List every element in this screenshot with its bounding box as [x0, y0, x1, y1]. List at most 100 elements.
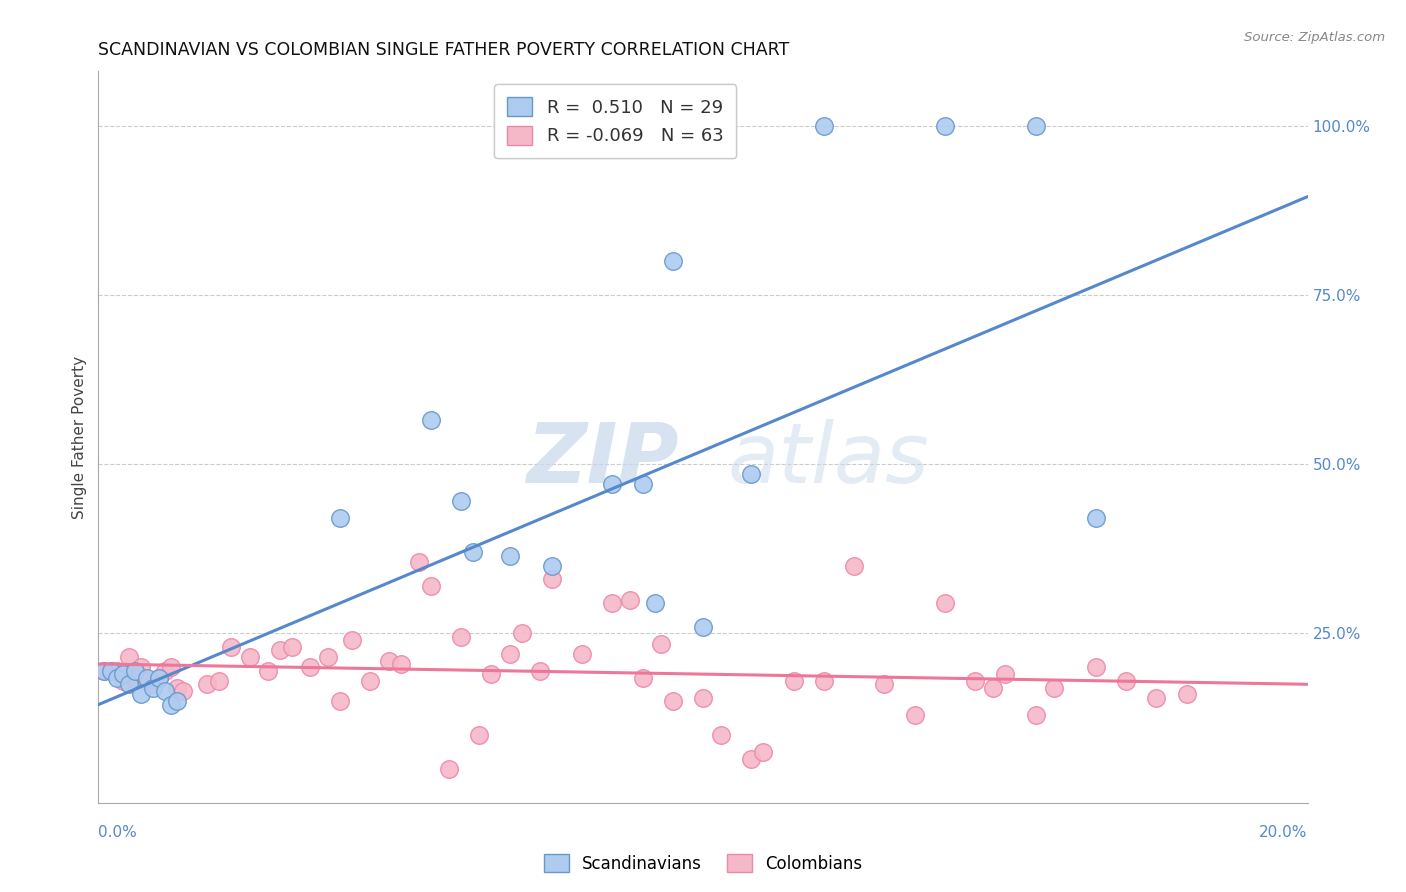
Point [299, 660, 322, 674]
Point [1024, 707, 1046, 722]
Point [994, 667, 1017, 681]
Legend: R =  0.510   N = 29, R = -0.069   N = 63: R = 0.510 N = 29, R = -0.069 N = 63 [495, 84, 737, 158]
Point [571, 647, 593, 661]
Text: atlas: atlas [727, 418, 929, 500]
Point [420, 413, 443, 427]
Point [142, 677, 165, 691]
Text: Source: ZipAtlas.com: Source: ZipAtlas.com [1244, 31, 1385, 45]
Point [450, 630, 472, 644]
Point [934, 596, 956, 610]
Point [124, 671, 146, 685]
Point [498, 549, 520, 563]
Point [1115, 673, 1137, 688]
Point [408, 555, 430, 569]
Point [221, 640, 243, 654]
Point [377, 654, 399, 668]
Point [540, 572, 562, 586]
Point [256, 664, 278, 678]
Point [111, 673, 134, 688]
Point [644, 596, 666, 610]
Point [93, 664, 115, 678]
Point [129, 688, 152, 702]
Point [239, 650, 262, 665]
Point [1042, 681, 1064, 695]
Point [529, 664, 551, 678]
Point [100, 664, 122, 678]
Point [602, 596, 624, 610]
Point [135, 673, 157, 688]
Text: 20.0%: 20.0% [1260, 825, 1308, 840]
Point [166, 694, 188, 708]
Point [752, 745, 775, 759]
Point [463, 545, 485, 559]
Point [118, 677, 141, 691]
Point [981, 681, 1004, 695]
Point [166, 681, 188, 695]
Point [510, 626, 533, 640]
Point [662, 254, 685, 268]
Point [813, 673, 835, 688]
Point [540, 558, 562, 573]
Point [813, 119, 835, 133]
Point [360, 673, 382, 688]
Point [153, 664, 176, 678]
Point [105, 664, 128, 678]
Point [1144, 690, 1167, 705]
Point [329, 511, 352, 525]
Point [124, 664, 146, 678]
Point [740, 752, 762, 766]
Point [934, 119, 956, 133]
Point [93, 664, 115, 678]
Point [269, 643, 291, 657]
Point [1085, 660, 1108, 674]
Point [142, 681, 165, 695]
Point [100, 664, 122, 678]
Point [129, 660, 152, 674]
Point [389, 657, 412, 671]
Y-axis label: Single Father Poverty: Single Father Poverty [72, 356, 87, 518]
Point [631, 477, 654, 491]
Point [160, 660, 183, 674]
Point [740, 467, 762, 482]
Point [329, 694, 352, 708]
Point [105, 671, 128, 685]
Point [135, 671, 157, 685]
Legend: Scandinavians, Colombians: Scandinavians, Colombians [537, 847, 869, 880]
Point [481, 667, 503, 681]
Point [468, 728, 491, 742]
Point [619, 592, 641, 607]
Point [1024, 119, 1046, 133]
Point [195, 677, 218, 691]
Point [342, 633, 364, 648]
Point [148, 671, 170, 685]
Point [602, 477, 624, 491]
Point [904, 707, 927, 722]
Point [692, 620, 714, 634]
Point [783, 673, 806, 688]
Point [450, 494, 472, 508]
Point [498, 647, 520, 661]
Point [873, 677, 896, 691]
Point [208, 673, 231, 688]
Point [1085, 511, 1108, 525]
Point [148, 671, 170, 685]
Text: ZIP: ZIP [526, 418, 679, 500]
Point [650, 637, 672, 651]
Text: SCANDINAVIAN VS COLOMBIAN SINGLE FATHER POVERTY CORRELATION CHART: SCANDINAVIAN VS COLOMBIAN SINGLE FATHER … [98, 41, 790, 59]
Point [316, 650, 339, 665]
Point [153, 684, 176, 698]
Point [420, 579, 443, 593]
Text: 0.0%: 0.0% [98, 825, 138, 840]
Point [692, 690, 714, 705]
Point [710, 728, 733, 742]
Point [844, 558, 866, 573]
Point [111, 667, 134, 681]
Point [631, 671, 654, 685]
Point [281, 640, 304, 654]
Point [662, 694, 685, 708]
Point [118, 650, 141, 665]
Point [437, 762, 460, 776]
Point [172, 684, 194, 698]
Point [965, 673, 987, 688]
Point [160, 698, 183, 712]
